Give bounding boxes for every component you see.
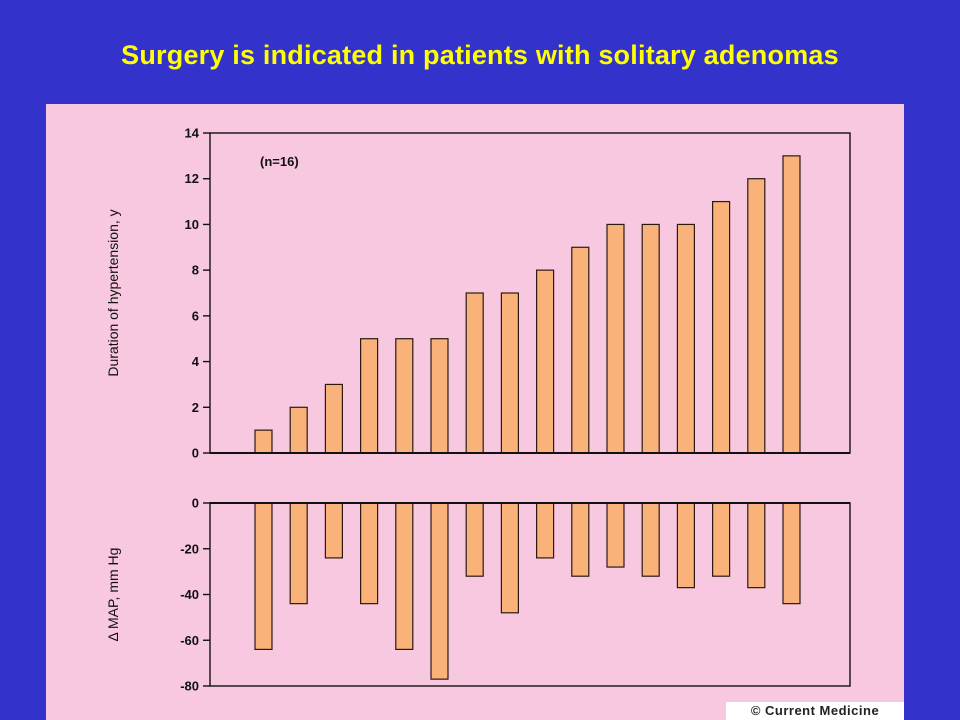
- map-bar: [536, 502, 555, 559]
- chart-panel: 0 2 4 6 8 10 12 14 Duration of hypertension, y (n…: [46, 104, 904, 720]
- map-bar: [676, 502, 696, 589]
- duration-annotation: (n=16): [260, 154, 299, 169]
- map-bar: [465, 502, 484, 577]
- map-bar: [430, 502, 449, 680]
- map-bar: [360, 502, 379, 605]
- duration-y-tick-label: 6: [192, 308, 199, 323]
- slide-title: Surgery is indicated in patients with so…: [121, 40, 839, 70]
- duration-bar: [711, 200, 731, 454]
- duration-bar: [289, 406, 308, 454]
- credit-label: © Current Medicine: [726, 702, 904, 720]
- duration-bar: [324, 383, 343, 454]
- map-bar: [782, 502, 801, 605]
- duration-bar: [606, 223, 625, 454]
- map-bar: [324, 502, 343, 559]
- duration-bar: [782, 155, 801, 454]
- map-bar: [500, 502, 519, 614]
- duration-bar: [747, 178, 766, 454]
- duration-bar: [430, 338, 449, 454]
- map-bar: [571, 502, 590, 577]
- duration-chart: 0 2 4 6 8 10 12 14 Duration of hypertension, y (n…: [105, 126, 851, 461]
- map-bar: [254, 502, 273, 650]
- map-bar: [606, 502, 625, 568]
- map-y-tick-label: 0: [192, 496, 199, 511]
- duration-bar: [536, 269, 555, 454]
- map-bar: [641, 502, 660, 577]
- duration-y-tick-label: 2: [192, 400, 199, 415]
- duration-bar: [254, 429, 273, 454]
- duration-bar: [641, 223, 660, 454]
- duration-y-tick-label: 8: [192, 263, 199, 278]
- duration-y-tick-label: 10: [185, 217, 199, 232]
- duration-bar: [500, 292, 519, 454]
- map-bar: [747, 502, 766, 589]
- delta-map-chart: 0 -20 -40 -60 -80 Δ MAP, mm Hg: [105, 496, 851, 694]
- duration-bar: [395, 338, 414, 454]
- map-y-tick-label: -40: [180, 587, 199, 602]
- map-y-tick-label: -20: [180, 541, 199, 556]
- map-bar: [711, 502, 731, 577]
- map-bar: [395, 502, 414, 650]
- duration-y-tick-label: 12: [185, 171, 199, 186]
- duration-bar: [571, 246, 590, 454]
- map-bar: [289, 502, 308, 605]
- duration-y-axis-title: Duration of hypertension, y: [105, 209, 121, 376]
- duration-y-tick-label: 4: [192, 354, 200, 369]
- chart-figure: 0 2 4 6 8 10 12 14 Duration of hypertension, y (n…: [105, 126, 851, 694]
- map-y-axis-title: Δ MAP, mm Hg: [105, 548, 121, 642]
- duration-bar: [676, 223, 696, 454]
- map-y-tick-label: -60: [180, 633, 199, 648]
- duration-y-tick-label: 0: [192, 446, 199, 461]
- map-y-tick-label: -80: [180, 679, 199, 694]
- duration-bar: [360, 338, 379, 454]
- duration-bar: [465, 292, 484, 454]
- duration-y-tick-label: 14: [185, 126, 200, 141]
